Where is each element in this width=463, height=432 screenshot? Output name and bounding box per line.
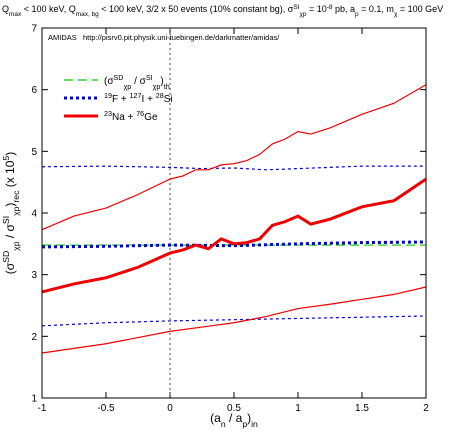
y-axis-label-part: (x 10 bbox=[3, 160, 17, 190]
series-line bbox=[41, 84, 427, 231]
legend-label-sup: 19 bbox=[104, 91, 112, 100]
x-tick-label: 0 bbox=[167, 403, 173, 414]
y-axis-label-sup: SI bbox=[1, 216, 11, 224]
legend-label-sup: 23 bbox=[104, 109, 112, 118]
series-line bbox=[41, 177, 427, 294]
x-axis-label: (an / ap)in bbox=[210, 411, 258, 429]
x-tick-label: -0.5 bbox=[97, 403, 115, 414]
legend-label-part: I + bbox=[142, 94, 156, 105]
y-axis-label-sub: χp bbox=[11, 241, 21, 251]
x-tick-label: 2 bbox=[423, 403, 429, 414]
chart-title-part: Q bbox=[2, 4, 9, 14]
y-tick-label: 6 bbox=[31, 85, 37, 96]
x-axis-label-sub: n bbox=[221, 419, 226, 429]
x-tick-label: -1 bbox=[38, 403, 47, 414]
chart-title-sub: p bbox=[355, 11, 359, 18]
legend-label-part: F + bbox=[112, 94, 130, 105]
legend-label-sub: χp bbox=[124, 82, 132, 91]
y-axis-label-part: ) bbox=[3, 152, 17, 156]
x-tick-label: 0.5 bbox=[227, 403, 241, 414]
series-line bbox=[41, 286, 427, 354]
series-line bbox=[41, 240, 427, 249]
y-axis-label-part: (σ bbox=[3, 262, 17, 274]
y-axis-label-sub: χp bbox=[11, 206, 21, 216]
series-line bbox=[41, 315, 427, 327]
annotation: AMIDAS http://pisrv0.pit.physik.uni-tueb… bbox=[48, 33, 280, 42]
legend-label-part: Si bbox=[164, 94, 173, 105]
x-axis-label-part: ) bbox=[247, 411, 251, 425]
legend-label-sup: SD bbox=[114, 73, 124, 82]
x-axis-label-sub: p bbox=[242, 419, 247, 429]
y-tick-label: 5 bbox=[31, 147, 37, 158]
y-tick-label: 7 bbox=[31, 24, 37, 35]
y-axis-label-sup: SD bbox=[1, 251, 11, 263]
chart-title-sup: -8 bbox=[327, 4, 333, 11]
legend-label-sub: th bbox=[164, 82, 170, 91]
x-tick-label: 1.5 bbox=[355, 403, 369, 414]
y-axis-label-sup: 5 bbox=[1, 156, 11, 161]
y-axis-label-sub: rec bbox=[11, 190, 21, 203]
chart-title-part: = 0.1, m bbox=[359, 4, 394, 14]
legend-label: 19F + 127I + 28Si bbox=[104, 91, 173, 106]
x-axis-label-part: / a bbox=[226, 411, 243, 425]
chart-title-sub: max, bg bbox=[76, 11, 99, 18]
chart-title-sub: χ bbox=[394, 11, 398, 18]
y-axis-label-part: / σ bbox=[3, 223, 17, 241]
y-tick-label: 4 bbox=[31, 209, 37, 220]
y-tick-label: 1 bbox=[31, 394, 37, 405]
x-tick-label: 1 bbox=[295, 403, 301, 414]
chart-title: Qmax < 100 keV, Qmax, bg < 100 keV, 3/2 … bbox=[2, 4, 443, 18]
series-line bbox=[41, 165, 426, 171]
legend-label: (σSDχp / σSIχp)th bbox=[104, 73, 170, 91]
legend-label-sup: 28 bbox=[156, 91, 164, 100]
x-axis-label-part: (a bbox=[210, 411, 221, 425]
legend-label-part: ) bbox=[160, 76, 163, 87]
y-axis-label: (σSDχp / σSIχp)rec (x 105) bbox=[1, 152, 21, 274]
legend-label-sup: 127 bbox=[130, 91, 142, 100]
legend-label-part: / σ bbox=[131, 76, 146, 87]
chart-title-part: = 100 GeV bbox=[397, 4, 443, 14]
y-axis-label-part: ) bbox=[3, 203, 17, 207]
chart-title-part: < 100 keV, 3/2 x 50 events (10% constant… bbox=[99, 4, 294, 14]
legend-label: 23Na + 76Ge bbox=[104, 109, 158, 124]
chart-title-part: = 10 bbox=[306, 4, 326, 14]
chart-title-sup: SI bbox=[293, 4, 299, 11]
legend-label-sup: SI bbox=[146, 73, 153, 82]
legend-label-part: (σ bbox=[104, 76, 114, 87]
legend-label-sub: χp bbox=[153, 82, 161, 91]
chart-title-part: pb, a bbox=[333, 4, 356, 14]
legend-label-part: Ge bbox=[144, 112, 158, 123]
plot-frame bbox=[41, 27, 427, 399]
y-tick-label: 2 bbox=[31, 332, 37, 343]
y-tick-label: 3 bbox=[31, 270, 37, 281]
chart-title-sub: max bbox=[9, 11, 22, 18]
legend-label-sup: 76 bbox=[136, 109, 144, 118]
x-axis-label-sub: in bbox=[251, 419, 258, 429]
chart-title-sub: χp bbox=[299, 11, 306, 18]
chart-title-part: < 100 keV, Q bbox=[21, 4, 75, 14]
legend-label-part: Na + bbox=[112, 112, 136, 123]
